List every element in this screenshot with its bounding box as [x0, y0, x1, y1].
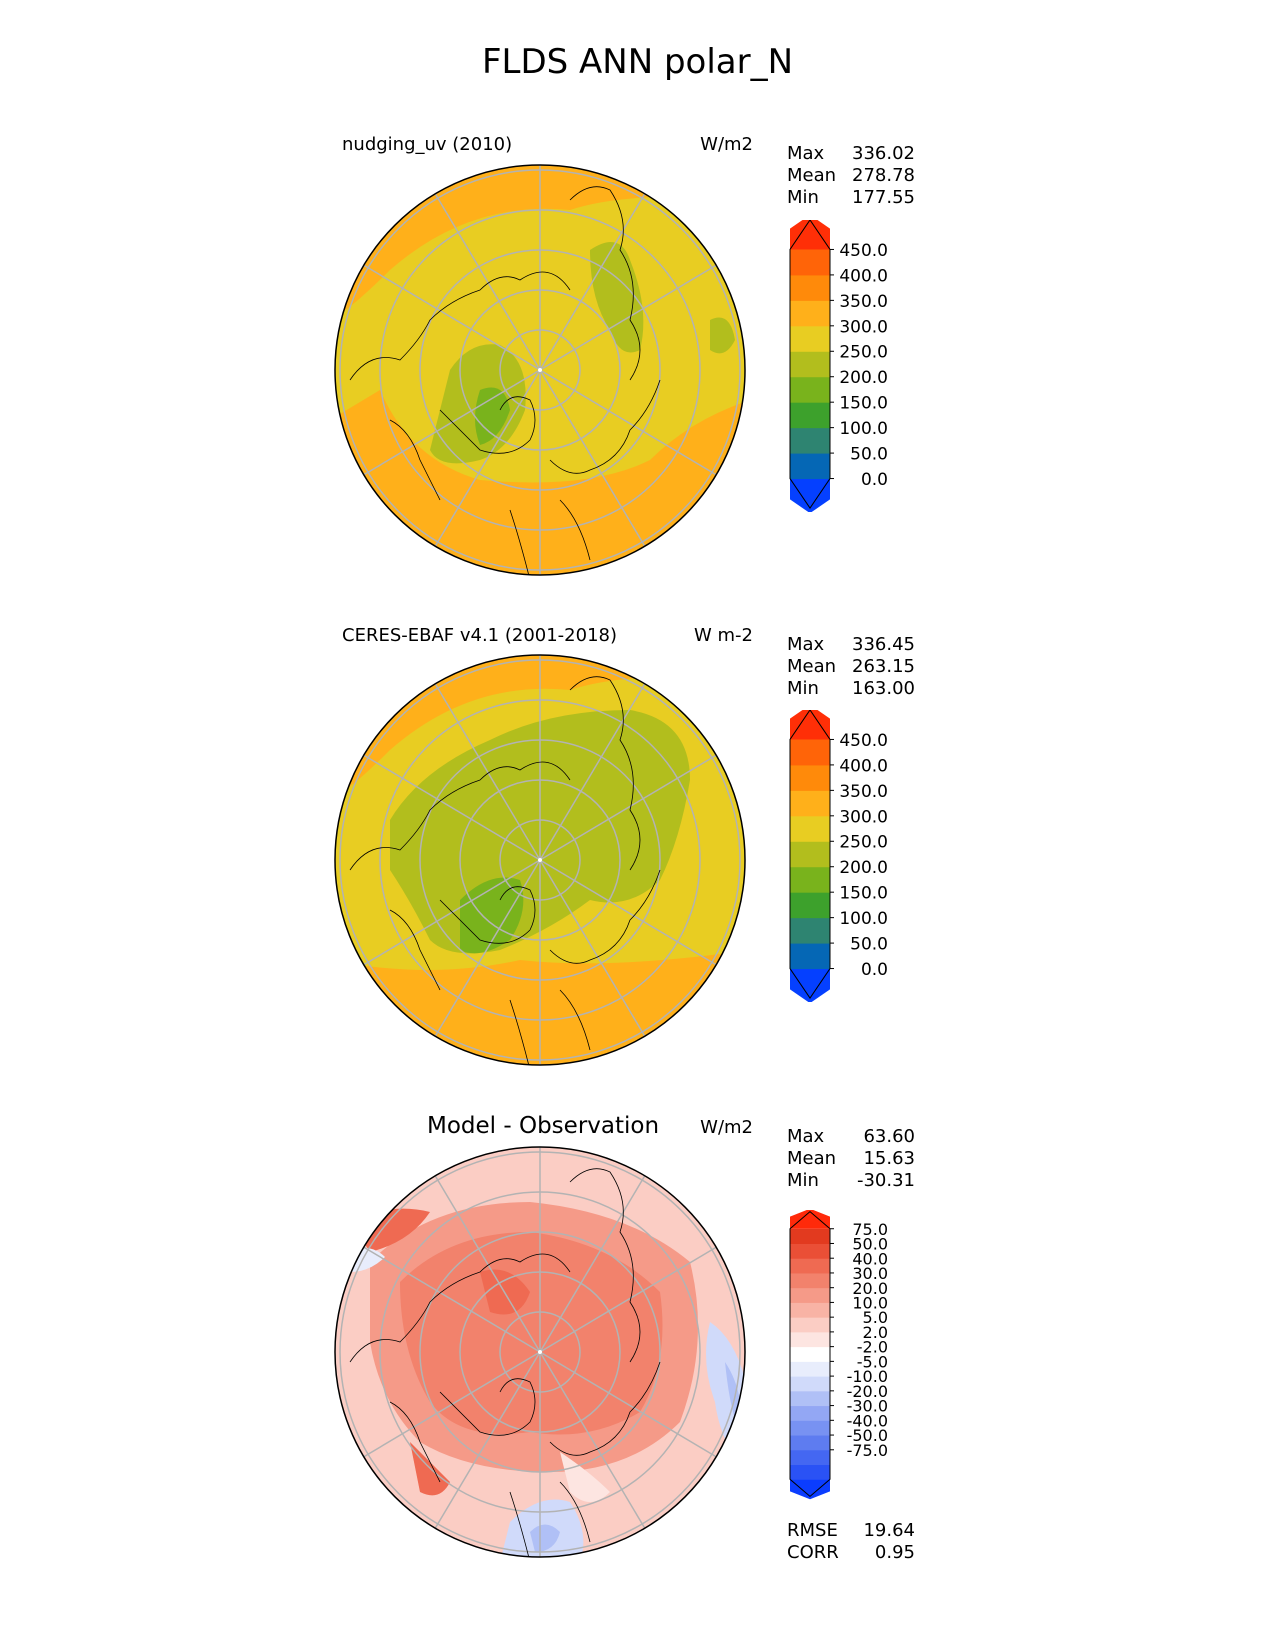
colorbar-segment	[790, 1464, 830, 1480]
colorbar-tick-label: 300.0	[839, 807, 888, 827]
colorbar-segment	[790, 402, 830, 429]
panel2-units: W m-2	[693, 625, 753, 646]
colorbar-segment	[790, 249, 830, 276]
colorbar-segment	[790, 1390, 830, 1407]
colorbar-tick-label: 0.0	[861, 470, 888, 490]
colorbar-tick-label: 400.0	[839, 266, 888, 286]
panel2-stats: Max 336.45 Mean 263.15 Min 163.00	[787, 634, 915, 699]
colorbar-segment	[790, 710, 830, 740]
colorbar-tick-label: 100.0	[839, 909, 888, 929]
colorbar-tick-label: 75.0	[852, 1220, 888, 1239]
colorbar-segment	[790, 1258, 830, 1274]
colorbar-tick-label: 50.0	[850, 935, 888, 955]
panel3-stats: Max 63.60 Mean 15.63 Min -30.31	[787, 1126, 915, 1191]
colorbar-tick-label: 5.0	[863, 1308, 888, 1327]
colorbar-tick-label: 30.0	[852, 1264, 888, 1283]
panel3-map	[334, 1146, 746, 1558]
colorbar-segment	[790, 1376, 830, 1392]
colorbar-segment	[790, 274, 830, 301]
colorbar-tick-label: 200.0	[839, 858, 888, 878]
colorbar-outline	[789, 1210, 831, 1498]
colorbar-segment	[790, 1361, 830, 1377]
colorbar-segment	[790, 453, 830, 480]
colorbar-segment	[790, 1317, 830, 1333]
colorbar-tick-label: 10.0	[852, 1294, 888, 1313]
panel2-colorbar: 450.0 400.0 350.0 300.0 250.0 200.0 150.0 100.0…	[789, 710, 888, 1002]
colorbar-tick-label: 50.0	[850, 445, 888, 465]
panel1-colorbar: 450.0 400.0 350.0 300.0 250.0 200.0 150.0 100.0…	[789, 220, 888, 512]
colorbar-segment	[790, 1228, 830, 1244]
colorbar-tick-label: -50.0	[847, 1426, 888, 1445]
colorbar-tick-label: -30.0	[847, 1397, 888, 1416]
colorbar-segment	[790, 1272, 830, 1289]
colorbar-tick-label: 250.0	[839, 343, 888, 363]
colorbar-tick-label: 2.0	[863, 1323, 888, 1342]
colorbar-tick-label: 100.0	[839, 419, 888, 439]
colorbar-tick-label: 200.0	[839, 368, 888, 388]
colorbar-tick-label: 50.0	[852, 1235, 888, 1254]
colorbar-tick-label: -40.0	[847, 1411, 888, 1430]
colorbar-tick-label: 450.0	[839, 241, 888, 261]
colorbar-tick-label: 0.0	[861, 960, 888, 980]
colorbar-tick-label: 350.0	[839, 782, 888, 802]
colorbar-tick-label: -75.0	[847, 1441, 888, 1460]
colorbar-segment	[790, 841, 830, 868]
colorbar-segment	[790, 1331, 830, 1348]
colorbar-segment	[790, 325, 830, 352]
panel2-label: CERES-EBAF v4.1 (2001-2018)	[342, 625, 618, 646]
colorbar-segment	[790, 220, 830, 250]
colorbar-segment	[790, 1420, 830, 1436]
colorbar-tick-label: 400.0	[839, 756, 888, 776]
panel1-label: nudging_uv (2010)	[342, 134, 513, 155]
page-title: FLDS ANN polar_N	[481, 42, 794, 82]
colorbar-tick-label: 450.0	[839, 731, 888, 751]
colorbar-segment	[790, 815, 830, 842]
colorbar-tick-label: 300.0	[839, 317, 888, 337]
colorbar-tick-label: 40.0	[852, 1249, 888, 1268]
panel3-colorbar: 75.050.040.030.020.010.05.02.0-2.0-5.0-1…	[789, 1210, 888, 1500]
colorbar-tick-label: -2.0	[857, 1338, 888, 1357]
colorbar-segment	[790, 1243, 830, 1259]
panel3-units: W/m2	[700, 1117, 753, 1138]
colorbar-tick-label: 150.0	[839, 884, 888, 904]
colorbar-tick-label: -5.0	[857, 1352, 888, 1371]
panel3-extra-stats: RMSE 19.64 CORR 0.95	[787, 1520, 915, 1563]
colorbar-tick-label: 350.0	[839, 292, 888, 312]
colorbar-segment	[790, 1210, 830, 1229]
colorbar-segment	[790, 1405, 830, 1421]
colorbar-segment	[790, 1346, 830, 1362]
colorbar-segment	[790, 376, 830, 403]
colorbar-segment	[790, 943, 830, 970]
panel3-title: Model - Observation	[427, 1113, 660, 1139]
colorbar-segment	[790, 1287, 830, 1303]
colorbar-tick-label: 20.0	[852, 1279, 888, 1298]
colorbar-tick-label: 150.0	[839, 394, 888, 414]
colorbar-segment	[790, 968, 830, 1002]
colorbar-tick-label: -10.0	[847, 1367, 888, 1386]
colorbar-segment	[790, 764, 830, 791]
panel2-map	[334, 654, 746, 1066]
colorbar-segment	[790, 892, 830, 919]
colorbar-segment	[790, 866, 830, 893]
colorbar-segment	[790, 478, 830, 512]
colorbar-segment	[790, 300, 830, 327]
colorbar-segment	[790, 427, 830, 454]
panel1-stats: Max 336.02 Mean 278.78 Min 177.55	[787, 143, 915, 208]
colorbar-tick-label: -20.0	[847, 1382, 888, 1401]
colorbar-segment	[790, 739, 830, 766]
panel1-map	[334, 164, 746, 576]
colorbar-segment	[790, 790, 830, 817]
colorbar-segment	[790, 351, 830, 378]
colorbar-segment	[790, 917, 830, 944]
colorbar-tick-label: 250.0	[839, 833, 888, 853]
colorbar-segment	[790, 1449, 830, 1466]
panel1-units: W/m2	[700, 134, 753, 155]
colorbar-segment	[790, 1435, 830, 1451]
colorbar-segment	[790, 1479, 830, 1500]
colorbar-segment	[790, 1302, 830, 1318]
